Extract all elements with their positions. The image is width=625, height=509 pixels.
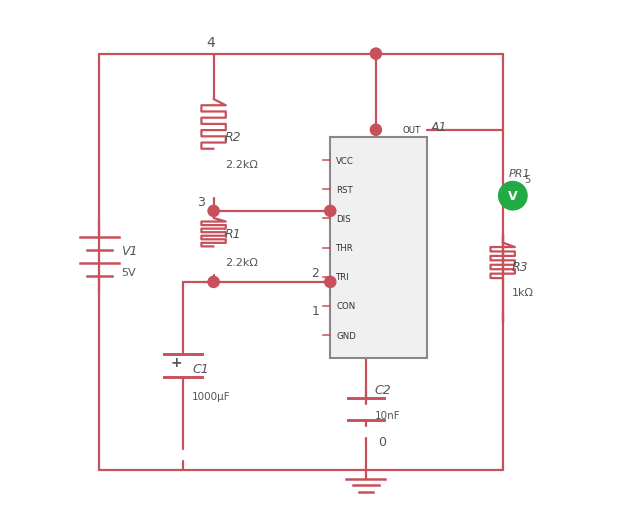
Text: CON: CON — [336, 302, 356, 311]
Text: 5: 5 — [524, 175, 531, 185]
Text: GND: GND — [336, 331, 356, 340]
Text: VCC: VCC — [336, 156, 354, 165]
Circle shape — [499, 182, 527, 210]
Text: THR: THR — [336, 244, 354, 252]
Text: C1: C1 — [192, 362, 209, 375]
Text: +: + — [171, 355, 182, 369]
Text: V1: V1 — [121, 244, 138, 258]
Text: R2: R2 — [225, 130, 241, 144]
Text: 2.2kΩ: 2.2kΩ — [225, 160, 258, 169]
Text: RST: RST — [336, 185, 353, 194]
Text: OUT: OUT — [402, 126, 421, 135]
Text: V: V — [508, 190, 518, 203]
Text: 0: 0 — [379, 435, 386, 448]
Text: C2: C2 — [375, 383, 392, 397]
Text: A1: A1 — [431, 121, 447, 134]
Text: TRI: TRI — [336, 273, 350, 282]
Circle shape — [208, 277, 219, 288]
Text: R1: R1 — [225, 228, 241, 241]
Circle shape — [324, 277, 336, 288]
Text: 4: 4 — [207, 36, 216, 49]
Text: R3: R3 — [512, 261, 529, 274]
Text: 2.2kΩ: 2.2kΩ — [225, 257, 258, 267]
Bar — [330, 138, 427, 358]
Text: 2: 2 — [311, 267, 319, 280]
Text: 1000μF: 1000μF — [192, 391, 231, 401]
Text: 10nF: 10nF — [375, 410, 401, 420]
Text: 1: 1 — [311, 305, 319, 318]
Circle shape — [324, 206, 336, 217]
Text: 3: 3 — [197, 196, 204, 209]
Text: DIS: DIS — [336, 215, 351, 223]
Text: 1kΩ: 1kΩ — [512, 288, 534, 298]
Circle shape — [208, 206, 219, 217]
Text: PR1: PR1 — [509, 169, 531, 179]
Circle shape — [371, 49, 381, 60]
Circle shape — [371, 125, 381, 136]
Text: 5V: 5V — [121, 267, 136, 277]
